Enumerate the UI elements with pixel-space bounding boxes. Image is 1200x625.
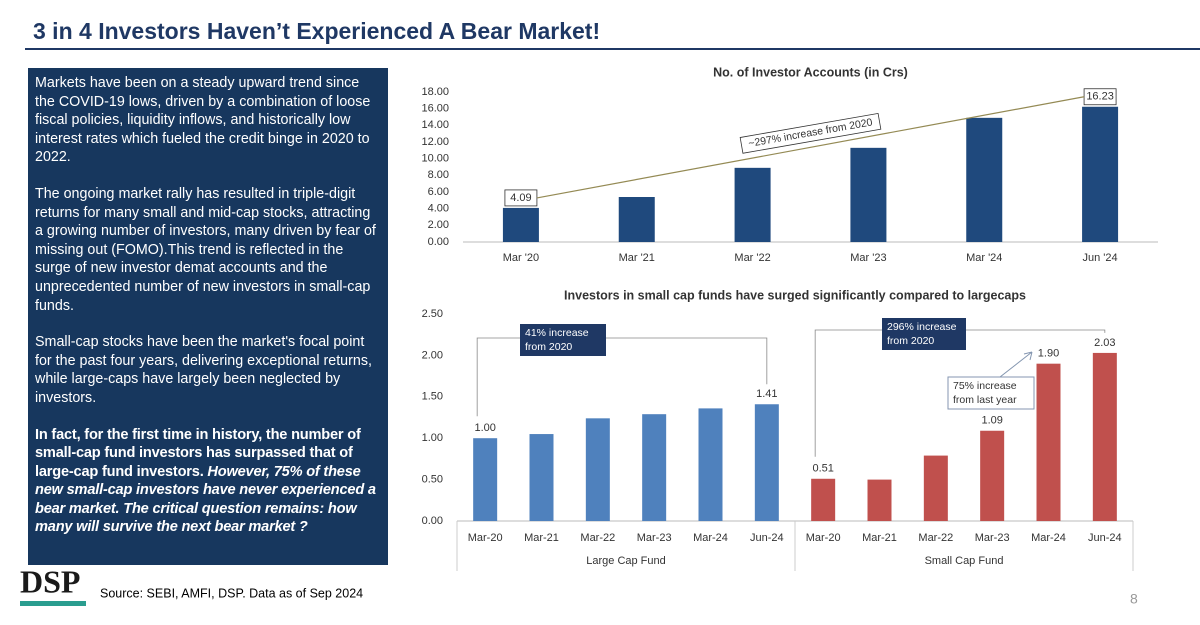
value-label: 2.03 — [1094, 337, 1115, 349]
value-label-box — [504, 189, 538, 207]
x-tick-label: Jun-24 — [750, 532, 784, 544]
bar — [1082, 106, 1119, 242]
x-tick-label: Mar-20 — [806, 532, 841, 544]
text-panel: Markets have been on a steady upward tre… — [28, 68, 388, 565]
y-tick-label: 1.50 — [422, 391, 443, 403]
annotation: from 2020 — [887, 335, 934, 347]
bar — [980, 430, 1005, 521]
bar — [698, 408, 723, 521]
annotation-arrow — [999, 351, 1033, 378]
y-tick-label: 8.00 — [428, 169, 449, 181]
bar — [502, 207, 539, 242]
bar — [585, 418, 610, 521]
group-label: Small Cap Fund — [925, 555, 1004, 567]
x-tick-label: Mar-22 — [918, 532, 953, 544]
value-label: 0.51 — [812, 463, 833, 475]
x-tick-label: Mar-23 — [637, 532, 672, 544]
x-tick-label: Mar-20 — [468, 532, 503, 544]
y-tick-label: 2.00 — [422, 349, 443, 361]
y-tick-label: 4.00 — [428, 203, 449, 215]
x-tick-label: Mar-24 — [693, 532, 728, 544]
y-tick-label: 10.00 — [421, 153, 449, 165]
x-tick-label: Mar '23 — [850, 252, 886, 264]
closing-text: In fact, for the first time in history, … — [35, 426, 361, 480]
logo-bar — [20, 601, 86, 606]
logo: DSP — [20, 563, 80, 599]
x-tick-label: Mar-21 — [862, 532, 897, 544]
annotation: 41% increase — [525, 327, 589, 339]
bar — [1092, 352, 1117, 521]
x-tick-label: Mar '22 — [734, 252, 770, 264]
annotation-box — [882, 318, 966, 350]
chart-title: No. of Investor Accounts (in Crs) — [713, 65, 908, 79]
bar — [734, 167, 771, 242]
bar — [923, 455, 948, 521]
annotation: 296% increase — [887, 321, 957, 333]
annotation-box — [520, 324, 606, 356]
value-label: 16.23 — [1086, 91, 1114, 103]
page-number: 8 — [1130, 591, 1138, 607]
x-tick-label: Mar '20 — [503, 252, 539, 264]
y-tick-label: 0.00 — [428, 236, 449, 248]
value-label: 1.90 — [1038, 348, 1059, 360]
bar — [850, 147, 887, 242]
value-label: 1.09 — [981, 415, 1002, 427]
bar — [618, 197, 655, 242]
bar — [529, 434, 554, 521]
annotation-box — [947, 376, 1035, 410]
x-tick-label: Jun-24 — [1088, 532, 1122, 544]
slide-title: 3 in 4 Investors Haven’t Experienced A B… — [33, 18, 600, 44]
value-label: 1.00 — [474, 422, 495, 434]
group-label: Large Cap Fund — [586, 555, 666, 567]
closing: In fact, for the first time in history, … — [35, 426, 381, 538]
value-label: 4.09 — [510, 192, 531, 204]
annotation: from 2020 — [525, 341, 572, 353]
chart-title: Investors in small cap funds have surged… — [564, 288, 1026, 302]
source: Source: SEBI, AMFI, DSP. Data as of Sep … — [100, 586, 363, 600]
y-tick-label: 1.00 — [422, 432, 443, 444]
annotation: from last year — [953, 394, 1017, 406]
x-tick-label: Mar-22 — [580, 532, 615, 544]
y-tick-label: 18.00 — [421, 86, 449, 98]
value-label: 1.41 — [756, 388, 777, 400]
paragraph: Small-cap stocks have been the market's … — [35, 334, 372, 406]
y-tick-label: 14.00 — [421, 119, 449, 131]
bar — [966, 117, 1003, 242]
bar — [754, 404, 779, 521]
bar — [1036, 363, 1061, 521]
trend-line — [536, 96, 1085, 199]
y-tick-label: 0.00 — [422, 515, 443, 527]
x-tick-label: Jun '24 — [1083, 252, 1118, 264]
bar — [473, 438, 498, 521]
bar — [867, 479, 892, 521]
x-tick-label: Mar-24 — [1031, 532, 1066, 544]
closing-emphasis: However, 75% of these new small-cap inve… — [35, 463, 376, 536]
y-tick-label: 2.50 — [422, 308, 443, 320]
x-tick-label: Mar '21 — [619, 252, 655, 264]
paragraph: The ongoing market rally has resulted in… — [35, 185, 376, 314]
y-tick-label: 12.00 — [421, 136, 449, 148]
bracket — [476, 337, 768, 417]
annotation-box — [739, 112, 882, 154]
x-tick-label: Mar-23 — [975, 532, 1010, 544]
x-tick-label: Mar '24 — [966, 252, 1002, 264]
y-tick-label: 6.00 — [428, 186, 449, 198]
y-tick-label: 16.00 — [421, 103, 449, 115]
annotation: 75% increase — [953, 380, 1017, 392]
bar — [811, 478, 836, 521]
bar — [642, 414, 667, 521]
x-tick-label: Mar-21 — [524, 532, 559, 544]
y-tick-label: 0.50 — [422, 474, 443, 486]
y-tick-label: 2.00 — [428, 219, 449, 231]
paragraph: Markets have been on a steady upward tre… — [35, 75, 371, 166]
